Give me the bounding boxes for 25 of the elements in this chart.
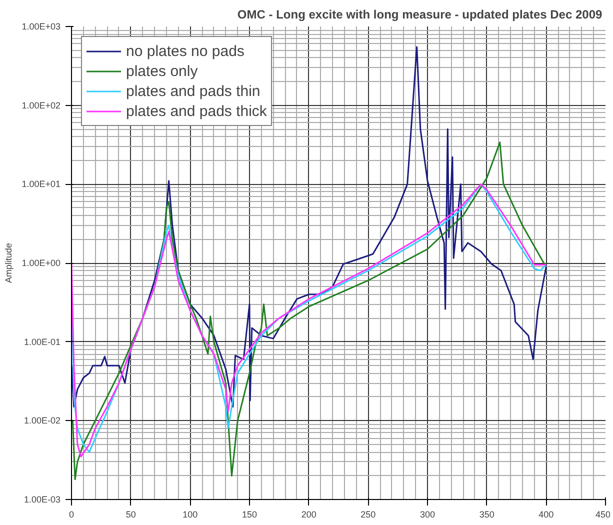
y-axis-title: Amplitude [4,242,14,284]
x-tick-label: 0 [68,510,74,520]
chart-title: OMC - Long excite with long measure - updated plates Dec 2009 [237,8,602,22]
x-tick-label: 100 [182,510,198,520]
x-tick-label: 300 [420,510,436,520]
line-series [72,46,547,408]
x-tick-label: 250 [360,510,376,520]
x-tick-label: 200 [301,510,316,520]
x-tick-label: 50 [126,510,136,520]
legend-label: plates only [126,62,198,80]
y-tick-label: 1.00E+01 [22,179,61,190]
y-tick-label: 1.00E+03 [22,22,61,32]
x-tick-label: 400 [538,510,554,520]
x-tick-label: 350 [479,510,494,520]
y-tick-label: 1.00E+02 [22,100,61,110]
x-tick-label: 150 [242,510,258,520]
y-tick-label: 1.00E+00 [22,258,61,268]
legend-label: plates and pads thin [126,82,260,100]
legend-label: no plates no pads [126,42,244,60]
x-tick-label: 450 [595,510,611,520]
y-tick-label: 1.00E-02 [24,416,61,426]
y-tick-label: 1.00E-01 [24,336,61,347]
line-series [72,142,547,480]
legend-label: plates and pads thick [126,102,267,120]
y-tick-label: 1.00E-03 [24,494,61,504]
